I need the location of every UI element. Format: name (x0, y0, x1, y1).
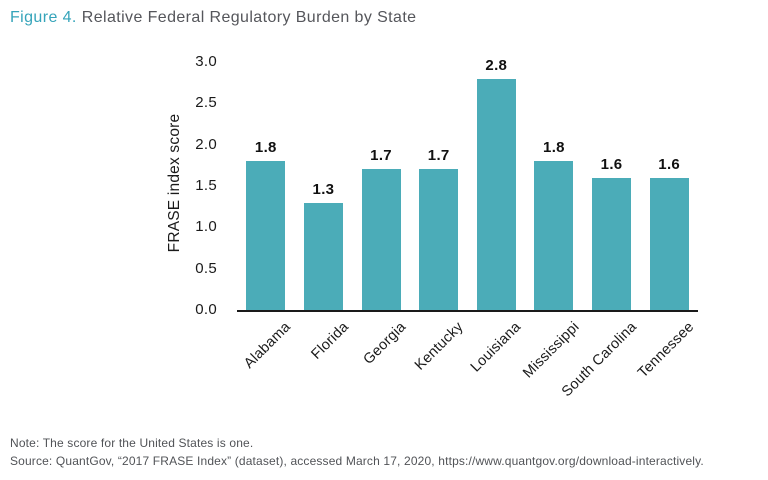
bar-slot-georgia: 1.7 (352, 57, 410, 310)
bar-georgia (361, 169, 401, 310)
bar-value-label: 1.6 (600, 156, 623, 173)
y-axis-tick-label: 2.0 (195, 135, 217, 153)
bar-kentucky (419, 169, 459, 310)
bar-tennessee (649, 178, 689, 310)
bar-slot-south-carolina: 1.6 (583, 57, 641, 310)
x-axis-category-label: Florida (308, 319, 352, 363)
bar-slot-louisiana: 2.8 (468, 57, 526, 310)
y-axis-tick-labels: 3.0 2.5 2.0 1.5 1.0 0.5 0.0 (183, 0, 217, 340)
figure-number: Figure 4. (10, 9, 77, 26)
x-slot-tennessee: Tennessee (635, 314, 698, 426)
bar-series: 1.8 1.3 1.7 1.7 2.8 1.8 1.6 1.6 (237, 57, 698, 310)
x-slot-alabama: Alabama (237, 314, 295, 426)
bar-chart-plot-area: 1.8 1.3 1.7 1.7 2.8 1.8 1.6 1.6 (237, 57, 698, 312)
bar-value-label: 1.7 (370, 147, 392, 164)
bar-value-label: 1.7 (427, 147, 450, 164)
x-slot-georgia: Georgia (352, 314, 410, 426)
x-slot-south-carolina: South Carolina (559, 314, 641, 426)
bar-florida (303, 203, 343, 310)
y-axis-tick-label: 0.5 (195, 259, 217, 277)
bar-slot-alabama: 1.8 (237, 57, 295, 310)
bar-slot-tennessee: 1.6 (640, 57, 698, 310)
y-axis-title: FRASE index score (166, 113, 183, 253)
x-axis-category-label: Kentucky (412, 319, 468, 374)
note-text: Note: The score for the United States is… (10, 436, 254, 450)
x-slot-louisiana: Louisiana (468, 314, 526, 426)
bar-slot-kentucky: 1.7 (410, 57, 468, 310)
bar-slot-florida: 1.3 (295, 57, 353, 310)
bar-mississippi (534, 161, 574, 310)
bar-value-label: 1.8 (543, 139, 565, 156)
bar-value-label: 2.8 (485, 57, 508, 74)
x-axis-category-label: Louisiana (468, 319, 525, 376)
bar-value-label: 1.3 (312, 181, 335, 198)
source-text: Source: QuantGov, “2017 FRASE Index” (da… (10, 454, 704, 468)
figure-title: Figure 4. Relative Federal Regulatory Bur… (10, 9, 416, 27)
y-axis-tick-label: 0.0 (195, 301, 217, 318)
figure-title-text: Relative Federal Regulatory Burden by St… (81, 9, 417, 26)
x-slot-kentucky: Kentucky (410, 314, 468, 426)
bar-alabama (246, 161, 286, 310)
bar-louisiana (476, 79, 516, 310)
bar-value-label: 1.6 (658, 156, 681, 173)
x-slot-mississippi: Mississippi (520, 314, 583, 426)
x-axis-line (237, 310, 698, 312)
x-axis-category-label: Alabama (241, 319, 295, 372)
y-axis-tick-label: 1.0 (195, 218, 217, 236)
x-axis-category-labels: Alabama Florida Georgia Kentucky Louisiana Mi… (237, 314, 698, 426)
x-slot-florida: Florida (295, 314, 353, 426)
x-axis-category-label: Mississippi (519, 319, 583, 382)
y-axis-tick-label: 1.5 (195, 177, 217, 194)
x-axis-category-label: Georgia (360, 319, 410, 368)
y-axis-tick-label: 3.0 (195, 53, 217, 70)
x-axis-category-label: Tennessee (635, 319, 698, 382)
y-axis-tick-label: 2.5 (195, 94, 217, 112)
bar-south-carolina (592, 178, 632, 310)
bar-value-label: 1.8 (254, 139, 277, 156)
bar-slot-mississippi: 1.8 (525, 57, 583, 310)
